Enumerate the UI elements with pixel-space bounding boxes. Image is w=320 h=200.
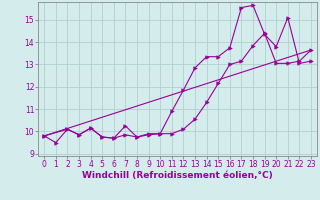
X-axis label: Windchill (Refroidissement éolien,°C): Windchill (Refroidissement éolien,°C) [82,171,273,180]
